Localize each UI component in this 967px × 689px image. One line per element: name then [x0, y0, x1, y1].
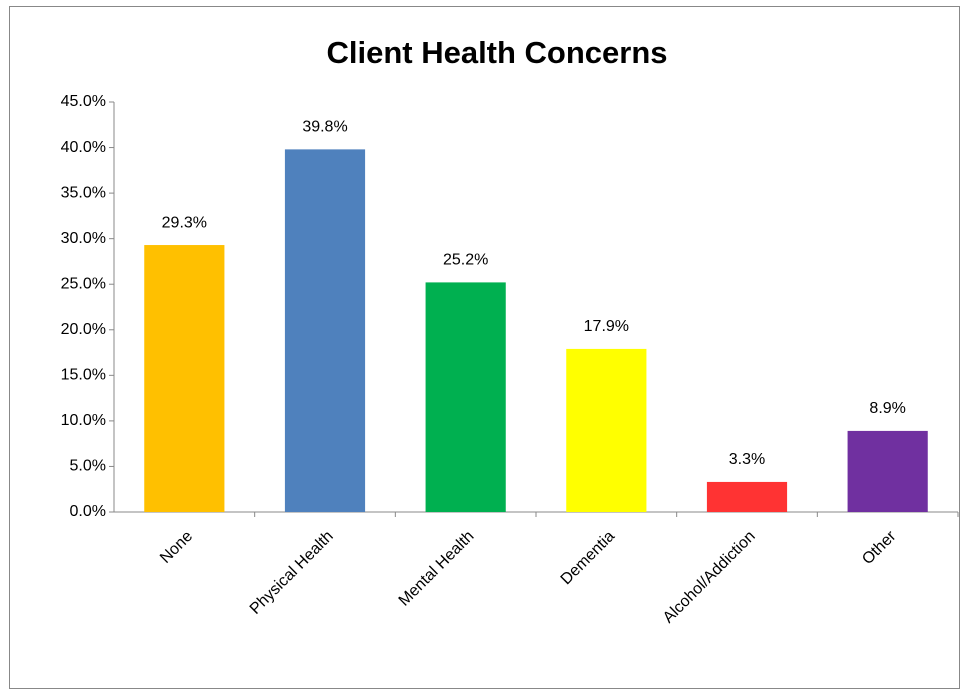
bar: [425, 282, 506, 512]
value-label: 39.8%: [302, 119, 347, 136]
bar: [566, 348, 647, 512]
value-label: 29.3%: [162, 214, 207, 231]
x-tick-label: None: [157, 528, 196, 567]
bar: [284, 149, 366, 512]
y-tick-label: 45.0%: [61, 93, 106, 110]
value-label: 3.3%: [729, 451, 765, 468]
y-tick-label: 5.0%: [70, 458, 106, 475]
value-label: 8.9%: [869, 400, 905, 417]
y-tick-label: 40.0%: [61, 139, 106, 156]
y-tick-label: 25.0%: [61, 275, 106, 292]
y-tick-label: 15.0%: [61, 367, 106, 384]
value-label: 25.2%: [443, 252, 488, 269]
x-tick-label: Mental Health: [396, 528, 478, 610]
x-tick-label: Dementia: [558, 528, 619, 589]
y-tick-label: 35.0%: [61, 184, 106, 201]
chart-title: Client Health Concerns: [326, 35, 667, 70]
x-tick-label: Alcohol/Addiction: [660, 528, 759, 627]
y-tick-label: 10.0%: [61, 412, 106, 429]
x-tick-label: Physical Health: [247, 528, 337, 618]
y-tick-label: 30.0%: [61, 230, 106, 247]
bar: [847, 430, 928, 512]
x-tick-label: Other: [859, 527, 900, 568]
y-tick-label: 0.0%: [70, 503, 106, 520]
value-label: 17.9%: [584, 318, 629, 335]
bar: [144, 245, 225, 513]
y-tick-label: 20.0%: [61, 321, 106, 338]
bar: [706, 481, 788, 512]
